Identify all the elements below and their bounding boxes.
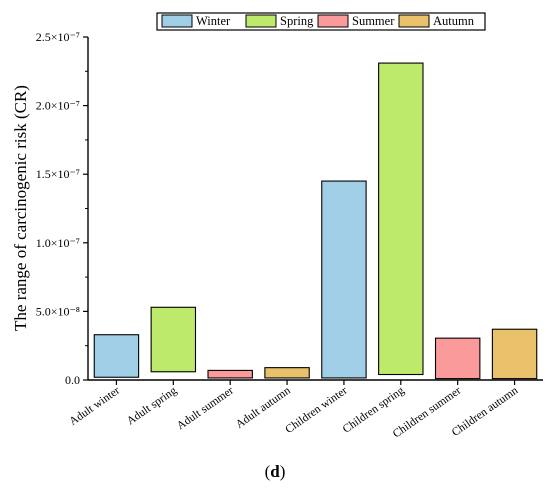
- y-tick-label: 1.0×10⁻⁷: [36, 236, 80, 250]
- y-tick-label: 0.0: [65, 373, 80, 387]
- bar-adult-spring: [150, 306, 197, 373]
- x-tick-label: Children winter: [283, 385, 349, 437]
- bar-adult-autumn: [264, 367, 310, 379]
- y-tick-label: 5.0×10⁻⁸: [36, 304, 80, 318]
- legend-swatch-spring: [245, 14, 277, 28]
- y-axis-label: The range of carcinogenic risk (CR): [11, 85, 30, 331]
- y-axis: 0.0 5.0×10⁻⁸ 1.0×10⁻⁷ 1.5×10⁻⁷ 2.0×10⁻⁷ 2.5×1…: [36, 30, 89, 387]
- legend-label-winter: Winter: [196, 14, 231, 28]
- x-tick-label: Adult autumn: [234, 384, 293, 430]
- x-tick-label: Adult winter: [67, 385, 122, 428]
- legend-label-autumn: Autumn: [433, 14, 475, 28]
- legend-label-summer: Summer: [352, 14, 395, 28]
- plot-area: [93, 62, 538, 380]
- legend: Winter Spring Summer Autumn: [156, 12, 486, 31]
- legend-swatch-winter: [161, 14, 193, 28]
- y-tick-label: 1.5×10⁻⁷: [36, 167, 80, 181]
- caption-close-paren: ): [279, 462, 286, 481]
- bar-children-spring: [378, 62, 424, 376]
- bar-adult-winter: [93, 334, 140, 378]
- bar-children-summer: [434, 337, 481, 380]
- bar-chart: Winter Spring Summer Autumn 0.0 5.0×10⁻⁸ 1.0×…: [11, 12, 543, 440]
- figure-caption: (d): [0, 462, 550, 482]
- legend-swatch-autumn: [398, 14, 430, 28]
- bar-children-winter: [321, 180, 367, 379]
- caption-panel-letter: d: [270, 462, 280, 481]
- caption-open-paren: (: [264, 462, 271, 481]
- legend-label-spring: Spring: [280, 14, 314, 28]
- legend-swatch-summer: [317, 14, 349, 28]
- x-tick-label: Adult spring: [125, 384, 179, 427]
- y-tick-label: 2.0×10⁻⁷: [36, 99, 80, 113]
- bar-adult-summer: [207, 369, 253, 379]
- bar-children-autumn: [491, 328, 538, 380]
- x-tick-label: Adult summer: [175, 385, 236, 433]
- y-tick-label: 2.5×10⁻⁷: [36, 30, 80, 44]
